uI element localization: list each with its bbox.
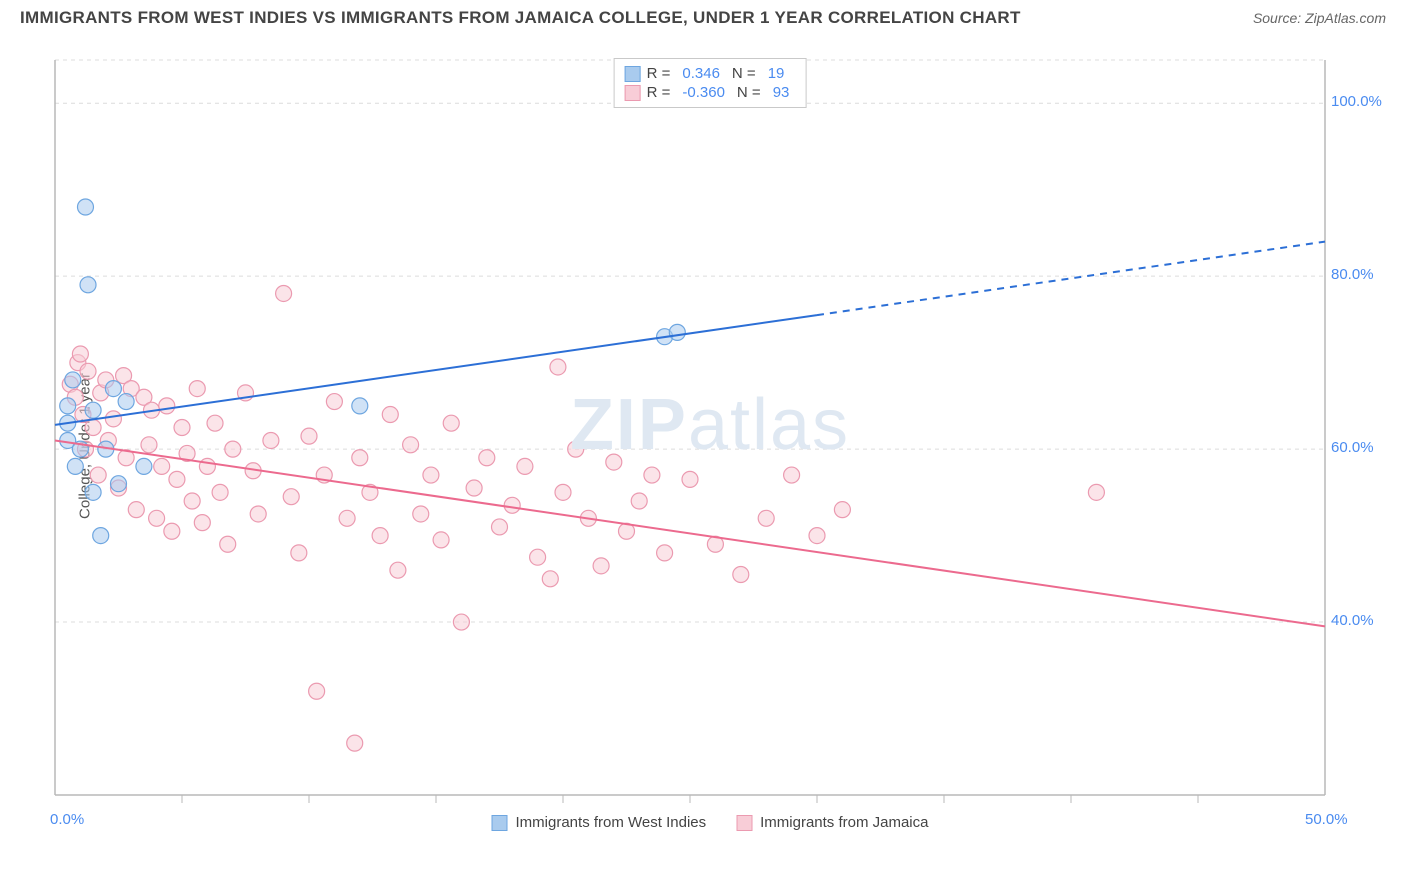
legend-item-2: Immigrants from Jamaica xyxy=(736,814,928,831)
stats-row-1: R = 0.346 N = 19 xyxy=(625,65,796,82)
n-value-1: 19 xyxy=(762,65,791,82)
chart-area: ZIPatlas R = 0.346 N = 19 R = -0.360 N =… xyxy=(50,55,1370,825)
source-credit: Source: ZipAtlas.com xyxy=(1253,10,1386,26)
legend-label-2: Immigrants from Jamaica xyxy=(760,814,928,831)
swatch-series2 xyxy=(625,85,641,101)
legend-label-1: Immigrants from West Indies xyxy=(516,814,707,831)
y-tick-label: 80.0% xyxy=(1331,266,1374,283)
n-label-2: N = xyxy=(737,84,761,101)
legend-swatch-1 xyxy=(492,815,508,831)
legend-item-1: Immigrants from West Indies xyxy=(492,814,707,831)
n-value-2: 93 xyxy=(767,84,796,101)
stats-row-2: R = -0.360 N = 93 xyxy=(625,84,796,101)
legend-swatch-2 xyxy=(736,815,752,831)
source-name: ZipAtlas.com xyxy=(1305,10,1386,26)
x-tick-start: 0.0% xyxy=(50,811,84,828)
r-value-1: 0.346 xyxy=(676,65,726,82)
chart-title: IMMIGRANTS FROM WEST INDIES VS IMMIGRANT… xyxy=(20,8,1021,28)
r-value-2: -0.360 xyxy=(676,84,731,101)
r-label-1: R = xyxy=(647,65,671,82)
swatch-series1 xyxy=(625,66,641,82)
stats-legend: R = 0.346 N = 19 R = -0.360 N = 93 xyxy=(614,58,807,108)
r-label-2: R = xyxy=(647,84,671,101)
y-tick-label: 60.0% xyxy=(1331,439,1374,456)
title-bar: IMMIGRANTS FROM WEST INDIES VS IMMIGRANT… xyxy=(0,0,1406,32)
source-prefix: Source: xyxy=(1253,10,1305,26)
scatter-chart xyxy=(50,55,1370,825)
n-label-1: N = xyxy=(732,65,756,82)
x-tick-end: 50.0% xyxy=(1305,811,1348,828)
y-tick-label: 100.0% xyxy=(1331,93,1382,110)
y-tick-label: 40.0% xyxy=(1331,612,1374,629)
series-legend: Immigrants from West Indies Immigrants f… xyxy=(492,814,929,831)
